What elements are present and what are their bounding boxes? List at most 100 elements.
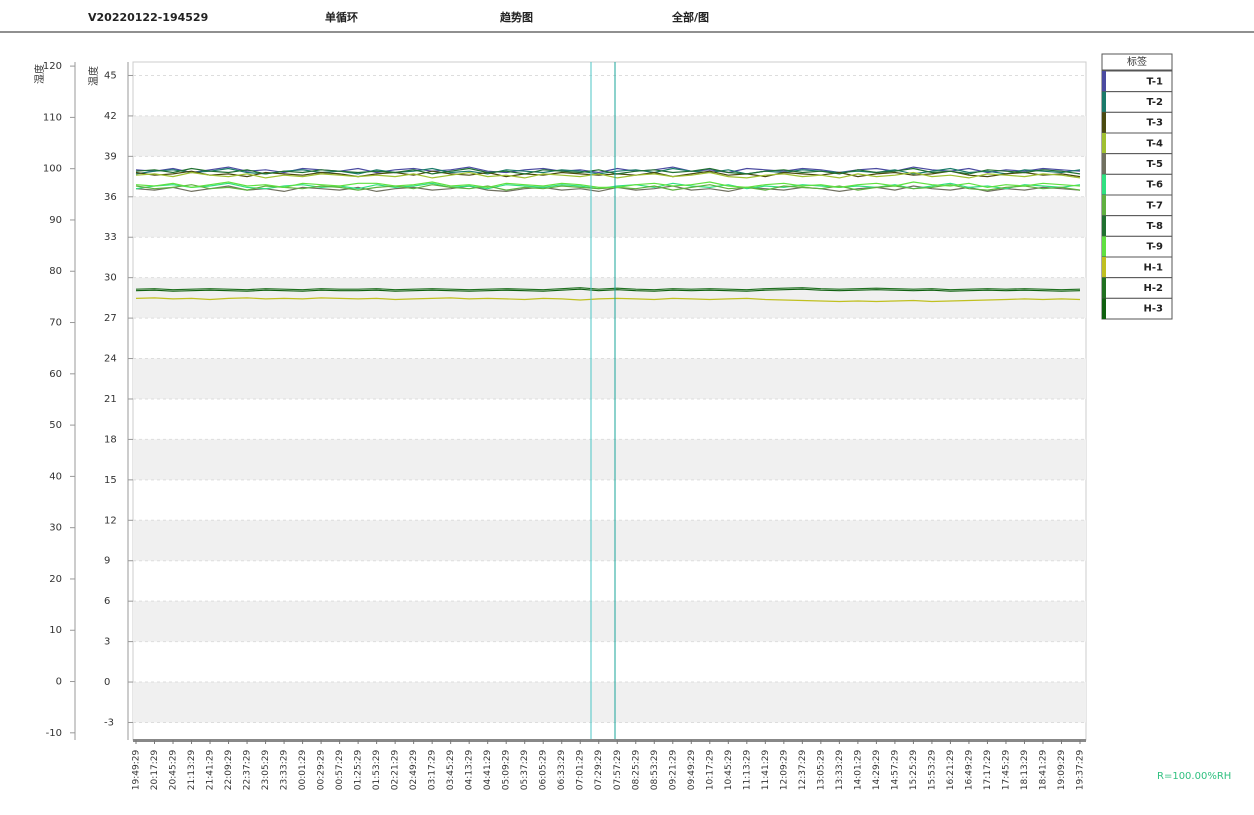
legend-swatch [1102,236,1106,257]
y2-axis-title: 温度 [87,66,100,86]
x-tick-label: 06:33:29 [557,750,567,791]
x-tick-label: 01:25:29 [354,750,364,791]
x-tick-label: 10:45:29 [724,750,734,791]
x-tick-label: 14:29:29 [872,750,882,791]
legend-swatch [1102,215,1106,237]
x-tick-label: 01:53:29 [372,750,382,791]
series-line [135,297,1081,303]
legend-label: T-5 [1147,159,1164,170]
x-tick-label: 11:41:29 [761,750,771,791]
series-line [135,287,1081,291]
legend-label: H-3 [1144,304,1164,315]
y-tick-label: 10 [49,625,62,636]
y-tick-label: 50 [49,420,62,431]
grid-band [133,682,1086,723]
x-tick-label: 22:09:29 [224,750,234,791]
x-tick-label: 21:41:29 [206,750,216,791]
series-line [135,171,1081,179]
x-tick-label: 04:41:29 [483,750,493,791]
mode: 单循环 [325,10,358,24]
x-tick-label: 04:13:29 [465,750,475,791]
y2-tick-label: 6 [104,596,110,607]
x-axis [133,739,1086,742]
x-tick-label: 19:37:29 [1076,750,1086,791]
x-tick-label: 14:01:29 [853,750,863,791]
x-tick-label: 18:13:29 [1020,750,1030,791]
x-tick-label: 07:57:29 [613,750,623,791]
legend-swatch [1102,277,1106,299]
x-tick-label: 20:17:29 [150,750,160,791]
x-tick-label: 16:49:29 [964,750,974,791]
y2-tick-label: 12 [104,515,117,526]
legend-swatch [1102,257,1106,278]
legend-swatch [1102,133,1106,154]
x-tick-label: 13:05:29 [816,750,826,791]
grid-band [133,358,1086,399]
y-tick-label: 70 [49,318,62,329]
legend-label: T-3 [1147,118,1164,129]
y2-tick-label: 45 [104,70,117,81]
grid-band [133,439,1086,480]
x-tick-label: 07:29:29 [594,750,604,791]
x-tick-label: 05:37:29 [520,750,530,791]
grid-band [133,196,1086,238]
y-tick-label: 0 [56,677,62,688]
legend-swatch [1102,91,1106,113]
y2-tick-label: 9 [104,556,110,567]
y2-tick-label: -3 [104,717,114,728]
y2-tick-label: 33 [104,232,117,243]
x-tick-label: 11:13:29 [742,750,752,791]
x-tick-label: 19:09:29 [1057,750,1067,791]
x-tick-label: 03:45:29 [446,750,456,791]
y2-tick-label: 42 [104,111,117,122]
legend-label: T-2 [1147,97,1164,108]
x-tick-label: 12:37:29 [798,750,808,791]
series-line [135,288,1081,292]
y-tick-label: 30 [49,523,62,534]
legend-label: T-7 [1147,200,1164,211]
legend-swatch [1102,298,1106,319]
grid-band [133,601,1086,642]
x-tick-label: 15:25:29 [909,750,919,791]
x-tick-label: 15:53:29 [927,750,937,791]
x-tick-label: 10:17:29 [705,750,715,791]
y2-tick-label: 30 [104,273,117,284]
series-line [135,167,1081,175]
legend-label: T-6 [1147,180,1164,191]
scope: 全部/图 [671,10,709,24]
x-tick-label: 19:49:29 [132,750,142,791]
y-tick-label: 120 [43,61,62,72]
x-tick-label: 08:25:29 [631,750,641,791]
x-tick-label: 09:49:29 [687,750,697,791]
ratio: R=100.00%RH [1157,771,1231,782]
x-tick-label: 17:17:29 [983,750,993,791]
legend-swatch [1102,174,1106,195]
y2-tick-label: 27 [104,313,117,324]
x-tick-label: 00:57:29 [335,750,345,791]
legend-swatch [1102,112,1106,133]
y-tick-label: 60 [49,369,62,380]
x-tick-label: 12:09:29 [779,750,789,791]
legend-swatch [1102,153,1106,175]
legend-label: T-1 [1147,76,1164,87]
y-tick-label: 80 [49,266,62,277]
legend-title: 标签 [1127,55,1147,68]
x-tick-label: 03:17:29 [428,750,438,791]
y-tick-label: -10 [46,728,62,739]
y-tick-label: 110 [43,112,62,123]
series-line [135,167,1081,175]
x-tick-label: 21:13:29 [187,750,197,791]
legend-swatch [1102,195,1106,216]
legend-label: H-2 [1144,283,1164,294]
y2-tick-label: 0 [104,677,110,688]
x-tick-label: 13:33:29 [835,750,845,791]
x-tick-label: 16:21:29 [946,750,956,791]
x-tick-label: 02:49:29 [409,750,419,791]
grid-band [133,277,1086,319]
x-tick-label: 08:53:29 [650,750,660,791]
y-tick-label: 90 [49,215,62,226]
y2-tick-label: 36 [104,192,117,203]
legend-label: T-9 [1147,242,1164,253]
x-tick-label: 06:05:29 [539,750,549,791]
